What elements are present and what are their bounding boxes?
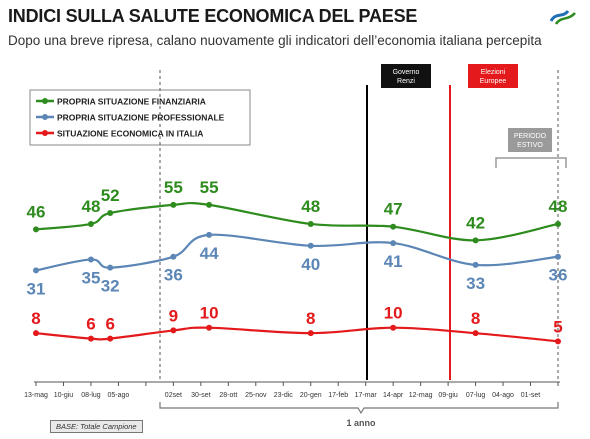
data-point (87, 256, 94, 263)
data-label: 46 (27, 202, 46, 221)
periodo-label-2: ESTIVO (517, 142, 543, 149)
x-tick-label: 17-mar (355, 392, 378, 399)
data-point (33, 330, 39, 337)
data-point (206, 324, 213, 331)
data-label: 32 (101, 277, 120, 296)
data-point (33, 267, 39, 274)
legend-label: SITUAZIONE ECONOMICA IN ITALIA (57, 129, 203, 139)
legend-box (29, 89, 251, 146)
governo-label-1: Governo (393, 69, 420, 76)
data-point (390, 324, 397, 331)
x-tick-label: 12-mag (409, 392, 433, 399)
data-point (107, 335, 114, 342)
data-label: 31 (27, 279, 46, 298)
periodo-label-1: PERIODO (514, 133, 547, 140)
data-label: 5 (553, 317, 562, 336)
data-label: 47 (384, 200, 403, 219)
series-line (35, 233, 559, 272)
data-label: 42 (466, 213, 485, 232)
data-label: 48 (81, 197, 100, 216)
series-line (35, 201, 559, 242)
data-point (87, 335, 94, 342)
data-point (170, 253, 177, 260)
base-note: BASE: Totale Campione (50, 420, 143, 433)
x-tick-label: 10-giu (54, 392, 74, 399)
data-label: 10 (200, 304, 219, 323)
data-point (307, 242, 314, 249)
data-label: 9 (169, 306, 178, 325)
data-point (307, 220, 314, 227)
data-point (390, 240, 397, 247)
series-line (35, 326, 559, 343)
x-tick-label: 17-feb (328, 392, 348, 399)
x-tick-label: 02set (165, 392, 182, 399)
legend-swatch-dot (42, 130, 48, 136)
x-tick-label: 07-lug (466, 392, 486, 399)
x-tick-label: 23-dic (274, 392, 294, 399)
data-label: 41 (384, 252, 403, 271)
x-tick-label: 13-mag (24, 392, 48, 399)
x-tick-label: 05-ago (108, 392, 130, 399)
data-label: 10 (384, 304, 403, 323)
x-tick-label: 14-apr (383, 392, 404, 399)
elezioni-label-2: Europee (480, 78, 507, 85)
data-point (33, 226, 39, 233)
elezioni-box (468, 64, 518, 88)
data-point (107, 210, 114, 217)
data-label: 6 (86, 315, 95, 334)
x-tick-label: 30-set (191, 392, 211, 399)
page-subtitle: Dopo una breve ripresa, calano nuovament… (8, 33, 542, 48)
data-label: 6 (105, 315, 114, 334)
one-year-label: 1 anno (346, 418, 376, 428)
data-label: 36 (164, 266, 183, 285)
data-label: 8 (31, 309, 40, 328)
data-label: 44 (200, 244, 219, 263)
data-label: 48 (549, 197, 568, 216)
data-label: 8 (306, 309, 315, 328)
legend-swatch-dot (42, 98, 48, 104)
x-tick-label: 08-lug (81, 392, 101, 399)
periodo-box (508, 128, 552, 152)
data-label: 55 (200, 178, 219, 197)
legend-label: PROPRIA SITUAZIONE FINANZIARIA (57, 97, 206, 107)
data-point (472, 261, 479, 268)
data-label: 35 (81, 268, 100, 287)
data-label: 48 (301, 197, 320, 216)
data-point (170, 201, 177, 208)
x-tick-label: 28-ott (219, 392, 237, 399)
data-point (555, 220, 561, 227)
data-label: 55 (164, 178, 183, 197)
governo-box (381, 64, 431, 88)
data-label: 40 (301, 255, 320, 274)
periodo-bracket (495, 157, 567, 168)
data-label: 33 (466, 274, 485, 293)
one-year-bracket (159, 402, 559, 415)
data-label: 36 (549, 266, 568, 285)
data-point (206, 231, 213, 238)
data-point (107, 264, 114, 271)
data-point (87, 220, 94, 227)
governo-label-2: Renzi (397, 78, 415, 85)
page-title: INDICI SULLA SALUTE ECONOMICA DEL PAESE (8, 6, 418, 26)
legend-swatch-dot (42, 114, 48, 120)
data-point (206, 201, 213, 208)
data-point (472, 237, 479, 244)
x-tick-label: 20-gen (300, 392, 322, 399)
data-label: 52 (101, 186, 120, 205)
elezioni-label-1: Elezioni (481, 69, 506, 76)
legend-label: PROPRIA SITUAZIONE PROFESSIONALE (57, 113, 225, 123)
data-point (307, 330, 314, 337)
data-label: 8 (471, 309, 480, 328)
data-point (390, 223, 397, 230)
data-point (170, 327, 177, 334)
data-point (555, 253, 561, 260)
x-tick-label: 01-set (521, 392, 541, 399)
data-point (472, 330, 479, 337)
brand-logo-icon (549, 9, 576, 25)
x-tick-label: 09-giu (438, 392, 458, 399)
x-tick-label: 04-ago (492, 392, 514, 399)
x-tick-label: 25-nov (245, 392, 267, 399)
data-point (555, 338, 561, 345)
